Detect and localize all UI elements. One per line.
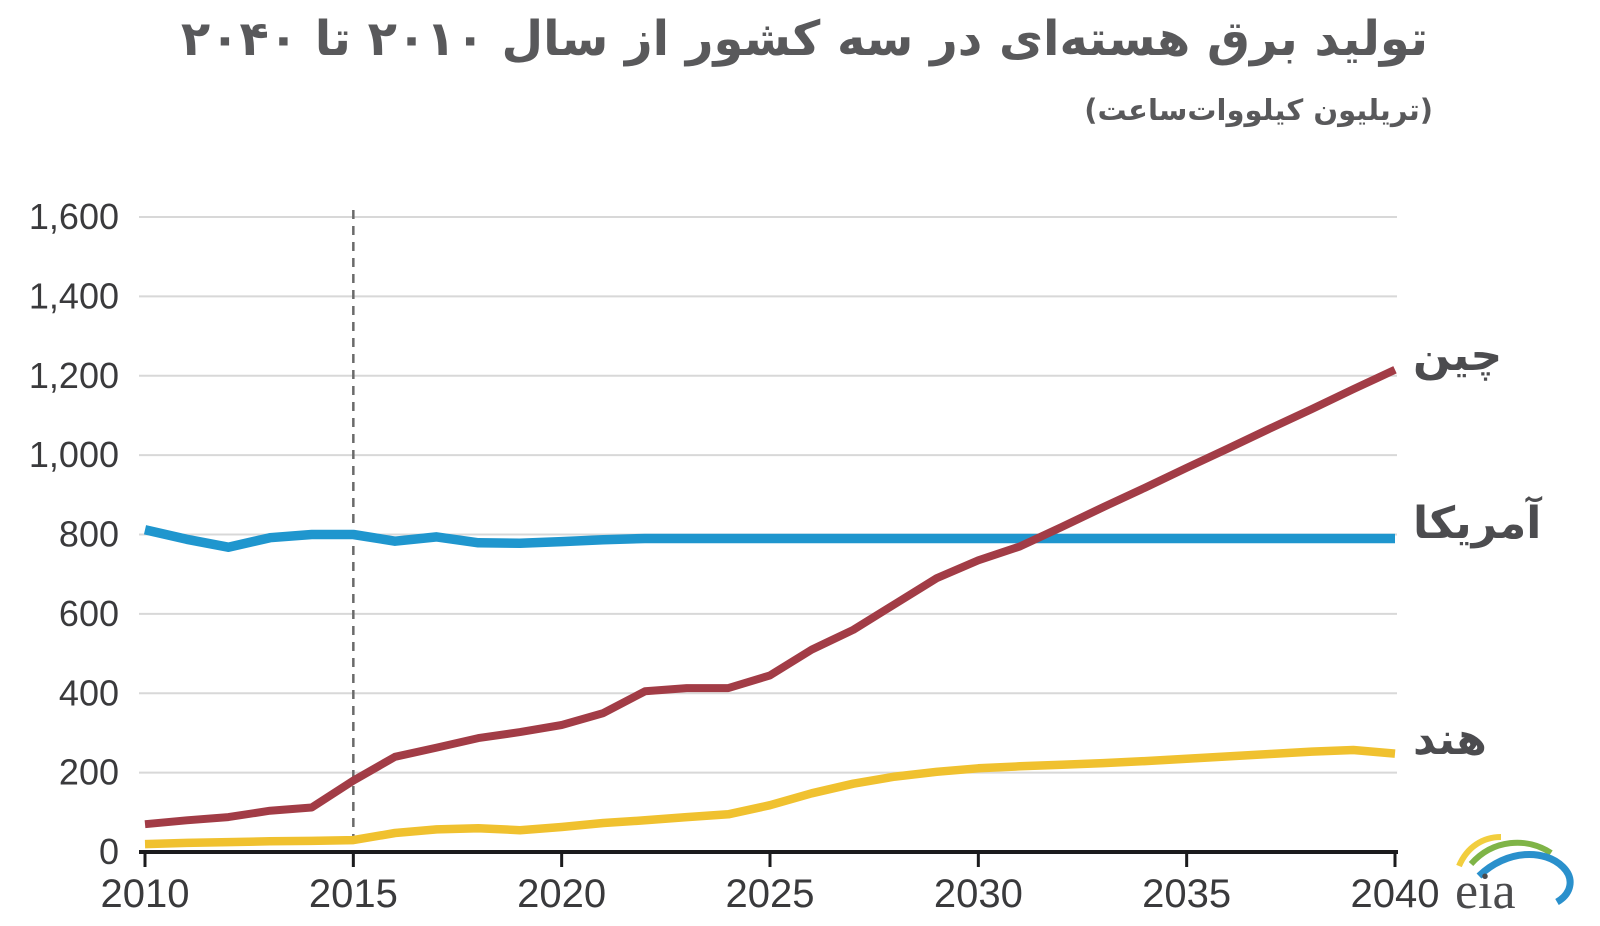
y-tick-label-1200: 1,200 <box>29 355 119 396</box>
y-tick-label-1400: 1,400 <box>29 275 119 316</box>
series-label-usa: آمریکا <box>1413 498 1542 550</box>
y-tick-label-600: 600 <box>59 593 119 634</box>
eia-logo-yellow-swoosh <box>1456 834 1502 868</box>
x-tick-label-2015: 2015 <box>309 872 398 916</box>
series-label-china: چین <box>1413 329 1503 381</box>
y-axis-labels: 0 200 400 600 800 1,000 1,200 1,400 1,600 <box>29 196 119 872</box>
series-line-usa <box>143 525 1395 552</box>
eia-logo: eia <box>1447 828 1597 922</box>
chart-unit-subtitle: (تریلیون کیلووات‌ساعت) <box>1084 93 1433 127</box>
y-tick-label-1600: 1,600 <box>29 196 119 237</box>
eia-logo-text: eia <box>1455 863 1516 920</box>
x-tick-label-2010: 2010 <box>101 872 190 916</box>
gridlines <box>139 216 1397 774</box>
y-tick-label-800: 800 <box>59 514 119 555</box>
x-tick-label-2035: 2035 <box>1142 872 1231 916</box>
series-line-india <box>144 745 1396 849</box>
y-tick-label-1000: 1,000 <box>29 434 119 475</box>
y-tick-label-0: 0 <box>99 831 119 872</box>
x-axis <box>139 850 1398 867</box>
series-lines <box>143 366 1397 849</box>
x-tick-label-2030: 2030 <box>934 872 1023 916</box>
chart-title: تولید برق هسته‌ای در سه کشور از سال ۲۰۱۰… <box>180 11 1428 67</box>
series-line-china <box>144 366 1397 829</box>
x-tick-label-2040: 2040 <box>1351 872 1440 916</box>
y-tick-label-400: 400 <box>59 672 119 713</box>
x-tick-label-2020: 2020 <box>517 872 606 916</box>
y-tick-label-200: 200 <box>59 752 119 793</box>
eia-logo-green-swoosh <box>1468 839 1553 867</box>
eia-logo-graphic: eia <box>1455 834 1574 920</box>
x-tick-label-2025: 2025 <box>726 872 815 916</box>
eia-logo-blue-swoosh <box>1476 850 1574 906</box>
series-label-india: هند <box>1413 713 1487 765</box>
x-axis-labels: 2010 2015 2020 2025 2030 2035 2040 <box>101 872 1440 916</box>
